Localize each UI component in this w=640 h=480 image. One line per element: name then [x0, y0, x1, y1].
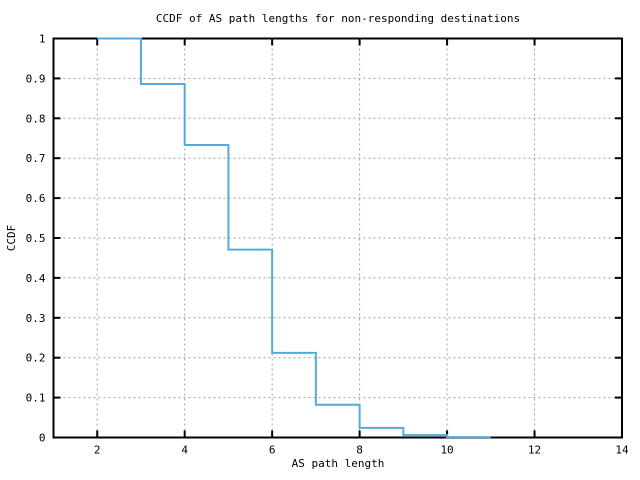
tick-layer — [53, 37, 623, 439]
ccdf-step-curve — [97, 37, 491, 439]
x-tick-label: 14 — [615, 444, 629, 457]
y-tick-label: 0.9 — [26, 72, 46, 85]
y-tick-label: 0.5 — [26, 232, 46, 245]
y-tick-label: 0.7 — [26, 152, 46, 165]
y-tick-label: 0.1 — [26, 392, 46, 405]
y-tick-label: 1 — [39, 33, 46, 46]
x-tick-label: 2 — [94, 444, 101, 457]
y-tick-label: 0.4 — [26, 272, 46, 285]
x-tick-label: 10 — [440, 444, 453, 457]
series-layer — [97, 37, 491, 439]
y-axis-label: CCDF — [5, 225, 18, 252]
y-tick-label: 0.6 — [26, 192, 46, 205]
chart-title: CCDF of AS path lengths for non-respondi… — [156, 12, 520, 25]
x-tick-label: 6 — [269, 444, 276, 457]
y-tick-label: 0 — [39, 432, 46, 445]
y-tick-label: 0.3 — [26, 312, 46, 325]
x-tick-label: 12 — [528, 444, 541, 457]
grid-layer — [53, 38, 622, 438]
x-tick-label: 4 — [181, 444, 188, 457]
tick-label-layer: 2 4 6 8 10 12 14 0 0.1 0.2 0.3 0.4 0.5 0.6 0.7 0.8 0.9 1 — [26, 33, 629, 457]
x-tick-label: 8 — [356, 444, 363, 457]
y-tick-label: 0.2 — [26, 352, 46, 365]
x-axis-label: AS path length — [292, 457, 385, 470]
y-tick-label: 0.8 — [26, 112, 46, 125]
